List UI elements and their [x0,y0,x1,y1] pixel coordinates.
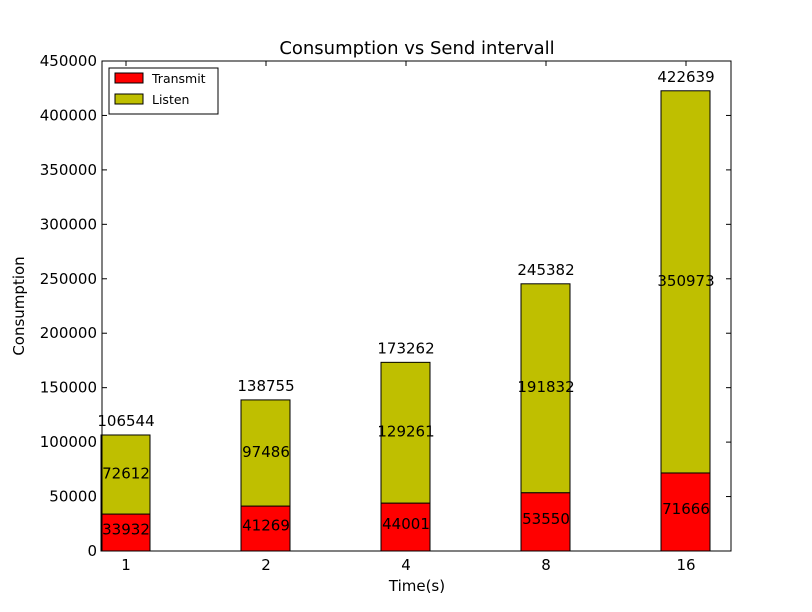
total-label: 173262 [377,339,434,357]
y-tick-label: 50000 [49,488,97,506]
data-label-listen: 350973 [657,272,714,290]
bar-listen-1 [100,434,151,515]
x-axis-label: Time(s) [388,577,445,595]
plot-frame [101,60,732,552]
data-label-listen: 72612 [102,465,150,483]
x-tick-label: 4 [401,556,411,574]
y-tick-label: 400000 [40,106,97,124]
y-tick-label: 200000 [40,324,97,342]
x-tick-label: 8 [541,556,551,574]
total-label: 245382 [517,261,574,279]
legend: Transmit Listen [108,67,219,115]
y-tick-label: 300000 [40,215,97,233]
chart-title: Consumption vs Send intervall [279,38,554,59]
data-label-transmit: 41269 [242,517,290,535]
bar-listen-2 [240,399,291,507]
bar-transmit-4 [380,502,431,552]
data-label-transmit: 44001 [382,515,430,533]
y-tick-label: 0 [87,542,97,560]
legend-swatch-listen [114,93,144,105]
y-tick-label: 350000 [40,161,97,179]
total-label: 106544 [97,412,154,430]
bar-transmit-1 [100,513,151,552]
x-tick-label: 16 [676,556,695,574]
y-axis-label: Consumption [10,256,28,355]
data-label-transmit: 71666 [662,500,710,518]
x-tick-label: 2 [261,556,271,574]
data-label-transmit: 33932 [102,521,150,539]
y-tick-label: 100000 [40,433,97,451]
bar-listen-8 [520,283,571,494]
bar-transmit-2 [240,505,291,552]
bar-transmit-16 [660,472,711,552]
plot-area: 0 50000 100000 150000 200000 250000 300000 3500… [40,52,731,574]
bar-transmit-8 [520,492,571,552]
y-tick-label: 450000 [40,52,97,70]
data-label-transmit: 53550 [522,510,570,528]
y-tick-label: 150000 [40,379,97,397]
data-label-listen: 97486 [242,443,290,461]
legend-label-transmit: Transmit [151,71,206,86]
y-tick-label: 250000 [40,270,97,288]
data-label-listen: 129261 [377,423,434,441]
total-label: 138755 [237,377,294,395]
legend-swatch-transmit [114,72,144,84]
legend-label-listen: Listen [152,92,189,107]
bar-listen-4 [380,361,431,504]
x-tick-label: 1 [121,556,131,574]
total-label: 422639 [657,68,714,86]
data-label-listen: 191832 [517,378,574,396]
bar-listen-16 [660,90,711,474]
